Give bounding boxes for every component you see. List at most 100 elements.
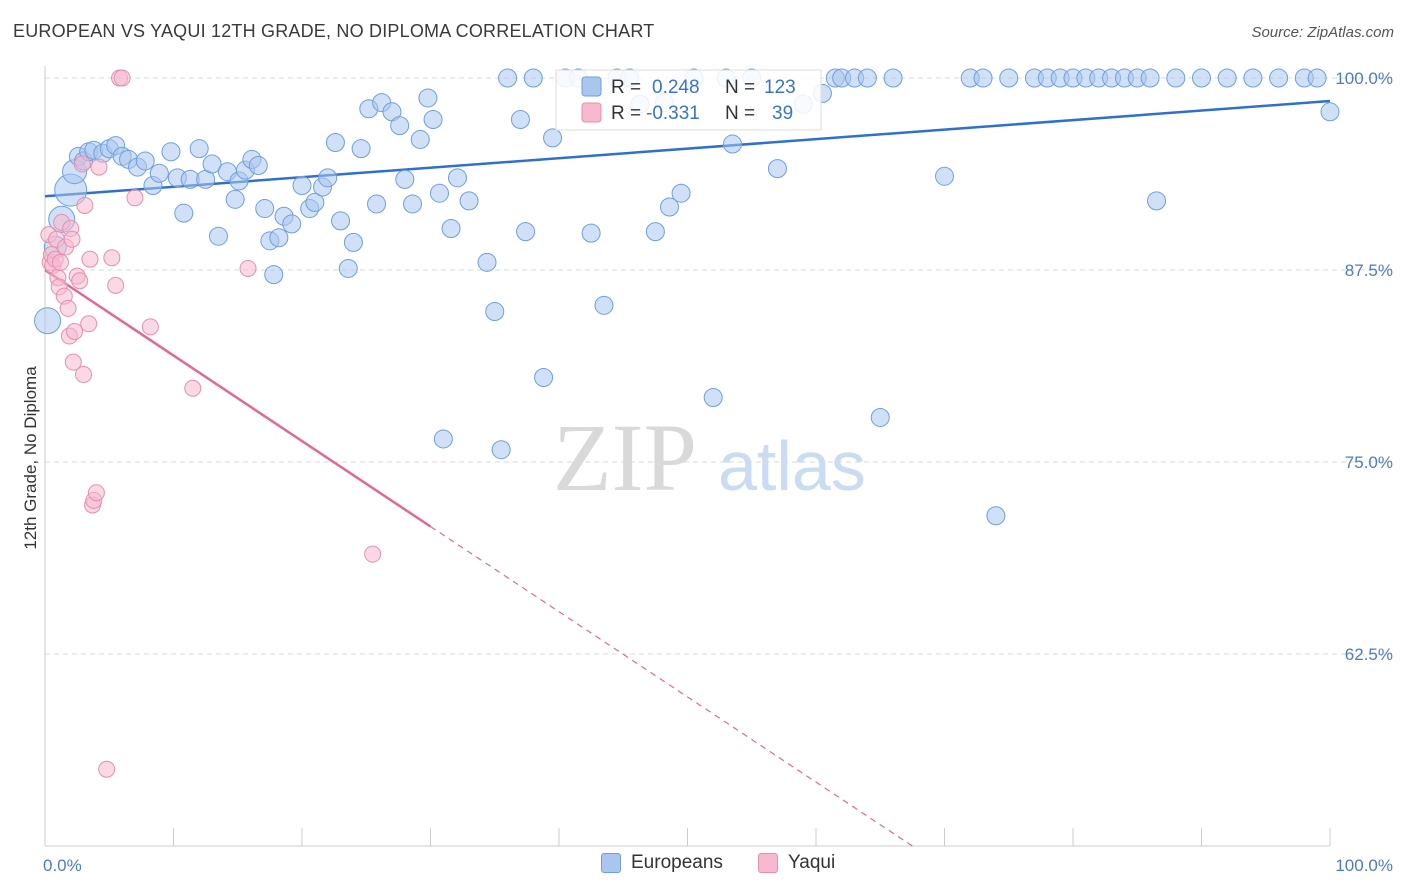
legend-r-value-europeans: 0.248 (652, 77, 700, 98)
point-yaqui (80, 315, 98, 333)
point-europeans (395, 169, 415, 189)
point-europeans (325, 133, 345, 153)
point-europeans (1140, 68, 1160, 88)
point-yaqui (113, 69, 131, 87)
point-yaqui (364, 545, 382, 563)
y-tick-label: 75.0% (1345, 453, 1393, 472)
legend-swatch-europeans-bottom (601, 853, 621, 873)
trendline-europeans (44, 99, 1331, 198)
point-europeans (534, 368, 554, 388)
point-europeans (269, 228, 289, 248)
point-europeans (248, 156, 268, 176)
point-europeans (135, 151, 155, 171)
legend-n-value-yaqui: 39 (772, 103, 793, 124)
point-europeans (660, 197, 680, 217)
chart-title: EUROPEAN VS YAQUI 12TH GRADE, NO DIPLOMA… (13, 21, 655, 41)
point-europeans (543, 128, 563, 148)
legend-r-value-yaqui: -0.331 (646, 103, 700, 124)
x-tick-label: 0.0% (43, 856, 82, 875)
legend-item-europeans[interactable]: Europeans (601, 852, 723, 874)
legend-label-yaqui: Yaqui (788, 852, 836, 873)
point-europeans (338, 258, 358, 278)
point-europeans (498, 68, 518, 88)
point-europeans (208, 226, 228, 246)
point-europeans (390, 116, 410, 136)
point-europeans (423, 109, 443, 129)
point-europeans (870, 407, 890, 427)
point-yaqui (107, 276, 125, 294)
point-yaqui (184, 379, 202, 397)
point-europeans (34, 307, 62, 335)
legend-r-label-europeans: R = (611, 77, 641, 98)
tick-labels: 62.5% 75.0% 87.5% 100.0% 0.0% 100.0% (43, 69, 1393, 875)
legend-item-yaqui[interactable]: Yaqui (758, 852, 835, 874)
point-europeans (1243, 68, 1263, 88)
point-europeans (491, 440, 511, 460)
point-europeans (1269, 68, 1289, 88)
point-europeans (149, 163, 169, 183)
point-europeans (594, 295, 614, 315)
legend-n-value-europeans: 123 (764, 77, 796, 98)
trendline-yaqui (44, 268, 432, 528)
point-europeans (857, 68, 877, 88)
point-europeans (264, 265, 284, 285)
point-europeans (523, 68, 543, 88)
y-axis-title: 12th Grade, No Diploma (21, 366, 40, 550)
point-yaqui (63, 230, 81, 248)
point-europeans (429, 183, 449, 203)
legend-label-europeans: Europeans (631, 852, 723, 873)
point-europeans (410, 129, 430, 149)
point-yaqui (51, 253, 69, 271)
point-europeans (645, 222, 665, 242)
y-tick-label: 100.0% (1335, 69, 1393, 88)
watermark-atlas: atlas (718, 427, 866, 505)
point-yaqui (141, 318, 159, 336)
point-yaqui (81, 250, 99, 268)
legend-swatch-europeans (581, 76, 602, 97)
point-europeans (703, 387, 723, 407)
point-yaqui (73, 155, 91, 173)
point-europeans (433, 429, 453, 449)
point-europeans (202, 154, 222, 174)
point-yaqui (103, 249, 121, 267)
point-europeans (459, 191, 479, 211)
watermark-zip: ZIP (553, 404, 697, 511)
point-europeans (671, 183, 691, 203)
point-europeans (305, 192, 325, 212)
y-tick-label: 62.5% (1345, 645, 1393, 664)
point-europeans (510, 109, 530, 129)
point-yaqui (71, 272, 89, 290)
point-europeans (367, 194, 387, 214)
point-europeans (441, 219, 461, 239)
point-europeans (318, 168, 338, 188)
point-yaqui (66, 322, 84, 340)
x-tick-label: 100.0% (1335, 856, 1393, 875)
point-europeans (935, 166, 954, 186)
point-europeans (225, 189, 245, 209)
point-europeans (1192, 68, 1211, 88)
point-europeans (516, 222, 536, 242)
point-yaqui (64, 353, 82, 371)
point-europeans (343, 232, 363, 252)
point-europeans (485, 301, 505, 321)
bottom-legend: Europeans Yaqui (0, 852, 1406, 878)
point-europeans (1320, 102, 1340, 122)
point-europeans (174, 203, 194, 223)
point-europeans (477, 252, 497, 272)
point-europeans (722, 134, 742, 154)
point-yaqui (87, 484, 105, 502)
point-europeans (1307, 68, 1327, 88)
point-europeans (189, 139, 209, 159)
point-yaqui (59, 299, 77, 317)
point-europeans (1166, 68, 1186, 88)
point-europeans (418, 88, 438, 108)
point-europeans (351, 139, 371, 159)
trend-lines (44, 99, 1331, 847)
point-yaqui (98, 760, 116, 778)
point-europeans (1217, 68, 1237, 88)
legend-n-label-yaqui: N = (725, 103, 755, 124)
point-europeans (255, 199, 275, 219)
point-europeans (581, 223, 601, 243)
stats-legend: R = 0.248 N = 123 R = -0.331 N = 39 (555, 69, 822, 131)
